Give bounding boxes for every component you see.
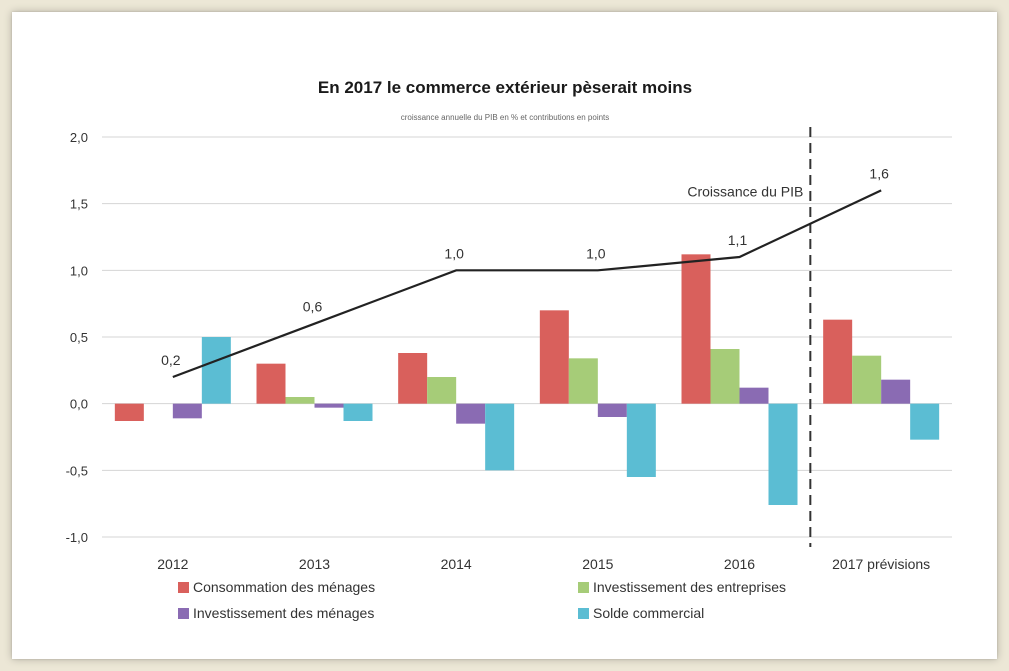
bar [852,355,882,404]
bar [597,403,627,417]
x-tick-label: 2014 [441,556,472,572]
x-tick-label: 2016 [724,556,755,572]
bar [626,403,656,477]
x-tick-label: 2017 prévisions [832,556,930,572]
bar [456,403,486,424]
legend-item: Investissement des ménages [178,605,374,621]
chart-title: En 2017 le commerce extérieur pèserait m… [318,78,692,97]
legend: Consommation des ménages Investissement d… [178,579,786,621]
bars [114,254,940,505]
gdp-line: 0,2 0,6 1,0 1,0 1,1 1,6 Croissance du PIB [161,165,889,379]
bar [201,337,231,404]
legend-swatch [178,608,189,619]
chart-subtitle: croissance annuelle du PIB en % et contr… [401,113,610,122]
bar [172,403,202,419]
legend-swatch [578,582,589,593]
legend-label: Investissement des entreprises [593,579,786,595]
bar [427,377,457,404]
legend-swatch [178,582,189,593]
y-tick-label: 0,5 [70,330,88,345]
bar [256,363,286,404]
y-axis: 2,0 1,5 1,0 0,5 0,0 -0,5 -1,0 [66,130,88,545]
gdp-line-path [172,189,882,379]
legend-label: Investissement des ménages [193,605,374,621]
x-tick-label: 2012 [157,556,188,572]
data-label: 0,2 [161,352,181,368]
y-tick-label: 2,0 [70,130,88,145]
data-label: 1,6 [869,165,889,181]
y-tick-label: 1,5 [70,197,88,212]
data-label: 0,6 [303,299,323,315]
bar [485,403,515,471]
x-axis: 2012 2013 2014 2015 2016 2017 prévisions [157,556,930,572]
bar [681,254,711,404]
bar [114,403,144,421]
data-label: 1,0 [586,245,606,261]
x-tick-label: 2015 [582,556,613,572]
bar [343,403,373,421]
bar [568,358,598,404]
bar [314,403,344,408]
bar [539,310,569,404]
legend-label: Consommation des ménages [193,579,375,595]
bar [398,353,428,404]
legend-item: Solde commercial [578,605,704,621]
bar [285,397,315,404]
legend-item: Consommation des ménages [178,579,375,595]
bar [823,319,853,404]
data-label: 1,0 [444,245,464,261]
x-tick-label: 2013 [299,556,330,572]
gdp-line-annotation: Croissance du PIB [687,183,803,199]
bar [910,403,940,440]
y-tick-label: -1,0 [66,530,88,545]
y-tick-label: 1,0 [70,263,88,278]
y-tick-label: 0,0 [70,397,88,412]
bar [710,349,740,404]
data-label: 1,1 [728,232,748,248]
legend-item: Investissement des entreprises [578,579,786,595]
bar [739,387,769,404]
legend-label: Solde commercial [593,605,704,621]
bar [768,403,798,505]
y-tick-label: -0,5 [66,463,88,478]
bar [881,379,911,404]
legend-swatch [578,608,589,619]
